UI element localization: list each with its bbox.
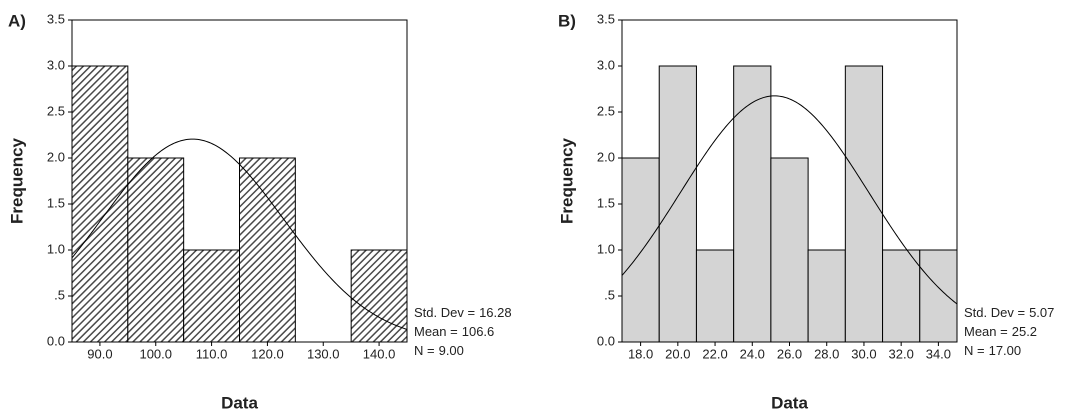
y-tick-label: 2.0 [47, 149, 65, 164]
stat-value: 17.00 [989, 343, 1022, 358]
stat-name: Mean = [964, 324, 1008, 339]
bar [239, 157, 296, 343]
y-tick-label: .5 [54, 287, 65, 302]
x-tick-label: 140.0 [363, 346, 396, 361]
stat-value: 16.28 [479, 305, 512, 320]
bar [919, 249, 958, 343]
x-tick-label: 34.0 [926, 346, 951, 361]
stat-annotation: N = 9.00 [414, 343, 464, 358]
x-tick-label: 24.0 [740, 346, 765, 361]
stat-name: Std. Dev = [964, 305, 1025, 320]
bar [807, 249, 846, 343]
x-tick-label: 130.0 [307, 346, 340, 361]
y-tick-label: 1.0 [597, 241, 615, 256]
stat-annotation: Std. Dev = 16.28 [414, 305, 512, 320]
panel-label: B) [558, 11, 576, 30]
y-tick-label: 2.0 [597, 149, 615, 164]
x-tick-label: 120.0 [251, 346, 284, 361]
x-tick-label: 100.0 [139, 346, 172, 361]
x-tick-label: 90.0 [87, 346, 112, 361]
x-tick-label: 32.0 [889, 346, 914, 361]
stat-annotation: Std. Dev = 5.07 [964, 305, 1054, 320]
stat-value: 9.00 [439, 343, 464, 358]
x-tick-label: 110.0 [196, 346, 228, 361]
panel: A) Frequency Data 0.0 .5 1.0 1.5 2.0 2.5 3.0 3.5 90… [7, 11, 511, 412]
stat-name: Std. Dev = [414, 305, 475, 320]
stat-annotation: Mean = 25.2 [964, 324, 1037, 339]
normal-curve [71, 138, 408, 330]
stat-annotation: N = 17.00 [964, 343, 1021, 358]
bar [844, 65, 884, 343]
y-tick-label: 0.0 [597, 333, 615, 348]
bar [621, 157, 660, 343]
y-tick-label: 3.0 [47, 57, 65, 72]
y-tick-label: 3.5 [47, 11, 65, 26]
x-tick-label: 28.0 [814, 346, 839, 361]
panel: B) Frequency Data 0.0 .5 1.0 1.5 2.0 2.5 3.0 3.5 18… [557, 11, 1054, 412]
y-tick-label: 0.0 [47, 333, 65, 348]
y-tick-label: 1.0 [47, 241, 65, 256]
stat-name: Mean = [414, 324, 458, 339]
y-tick-label: 2.5 [47, 103, 65, 118]
x-tick-label: 26.0 [777, 346, 802, 361]
bar [71, 65, 129, 343]
bar [658, 65, 697, 343]
bar [770, 157, 809, 343]
stat-annotation: Mean = 106.6 [414, 324, 494, 339]
stat-value: 5.07 [1029, 305, 1054, 320]
y-axis-label: Frequency [7, 137, 26, 224]
stat-value: 106.6 [462, 324, 495, 339]
panel-label: A) [8, 11, 26, 30]
x-tick-label: 30.0 [851, 346, 876, 361]
stat-name: N = [964, 343, 985, 358]
stat-name: N = [414, 343, 435, 358]
y-tick-label: 2.5 [597, 103, 615, 118]
x-axis-label: Data [221, 393, 258, 412]
x-tick-label: 22.0 [702, 346, 727, 361]
bar [695, 249, 735, 343]
x-axis-label: Data [771, 393, 808, 412]
normal-curve [621, 95, 958, 305]
bar [127, 157, 185, 343]
y-tick-label: 3.0 [597, 57, 615, 72]
plot-frame [71, 19, 408, 343]
y-tick-label: 1.5 [597, 195, 615, 210]
bar [350, 249, 408, 343]
bar [733, 65, 772, 343]
stat-value: 25.2 [1012, 324, 1037, 339]
y-tick-label: 1.5 [47, 195, 65, 210]
y-tick-label: .5 [604, 287, 615, 302]
bar [183, 249, 241, 343]
y-axis-label: Frequency [557, 137, 576, 224]
bar [882, 249, 921, 343]
x-tick-label: 18.0 [628, 346, 653, 361]
y-tick-label: 3.5 [597, 11, 615, 26]
x-tick-label: 20.0 [665, 346, 690, 361]
